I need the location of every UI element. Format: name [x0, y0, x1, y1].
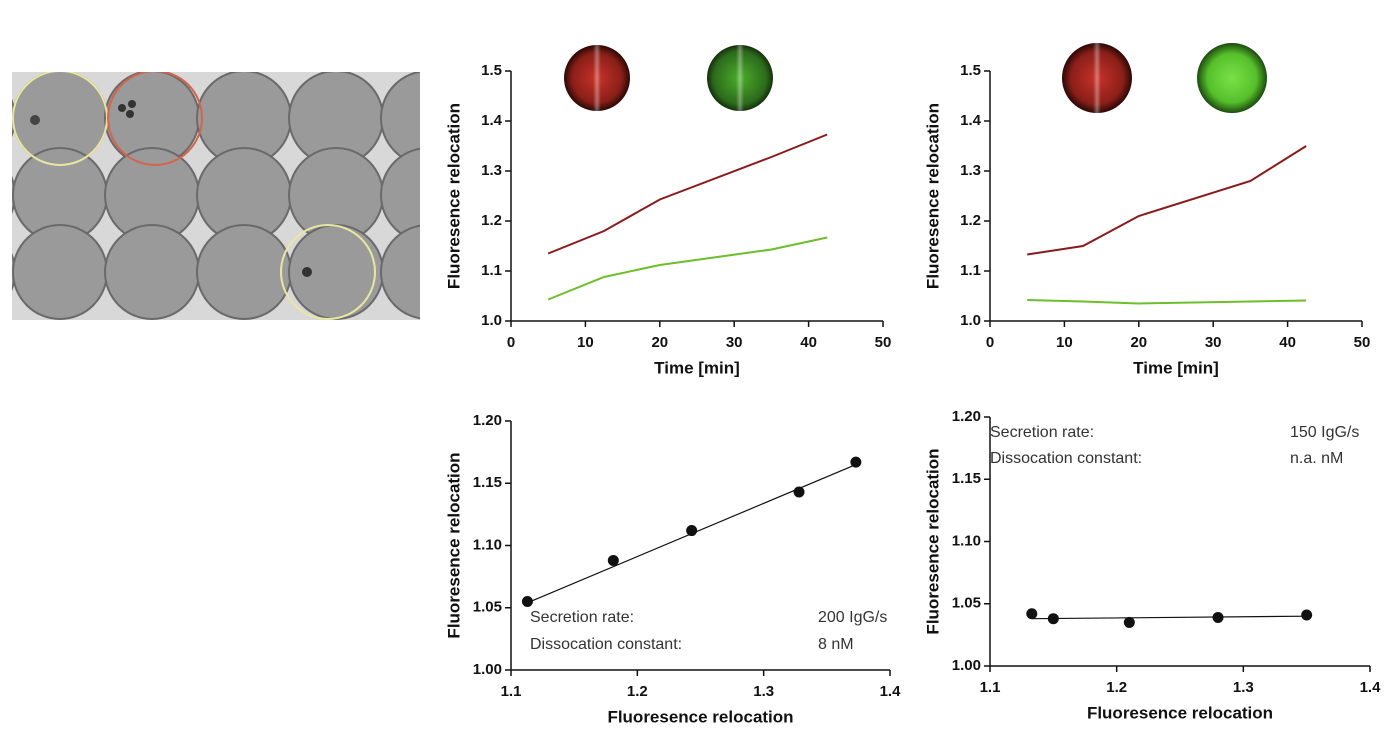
- x-axis-title: Fluoresence relocation: [607, 707, 793, 726]
- data-line: [547, 133, 828, 255]
- x-tick-label: 0: [986, 334, 994, 351]
- y-tick-label: 1.5: [960, 62, 981, 79]
- y-axis-title: Fluoresence relocation: [923, 103, 942, 289]
- x-tick-label: 1.3: [753, 683, 774, 700]
- y-tick-label: 1.3: [960, 162, 981, 179]
- x-tick-label: 10: [1056, 334, 1073, 351]
- y-tick-label: 1.00: [473, 661, 502, 678]
- x-tick-label: 1.1: [980, 679, 1001, 696]
- x-tick-label: 1.2: [627, 683, 648, 700]
- y-tick-label: 1.20: [952, 408, 981, 425]
- data-point: [1301, 609, 1313, 621]
- data-point: [607, 554, 619, 566]
- data-point: [1026, 608, 1038, 620]
- data-line: [547, 236, 828, 301]
- x-tick-label: 20: [651, 334, 668, 351]
- y-tick-label: 1.0: [481, 312, 502, 329]
- x-tick-label: 30: [1205, 334, 1222, 351]
- y-tick-label: 1.2: [481, 212, 502, 229]
- data-point: [521, 596, 533, 608]
- annotation-label: Dissocation constant:: [990, 450, 1142, 467]
- y-tick-label: 1.10: [473, 536, 502, 553]
- data-point: [1047, 613, 1059, 625]
- y-tick-label: 1.3: [481, 162, 502, 179]
- y-tick-label: 1.15: [952, 470, 981, 487]
- y-tick-label: 1.05: [952, 595, 981, 612]
- data-point: [850, 456, 862, 468]
- fluorescence-images: [564, 43, 1267, 113]
- annotation-value: n.a. nM: [1290, 450, 1343, 467]
- x-tick-label: 1.4: [1360, 679, 1382, 696]
- y-tick-label: 1.00: [952, 657, 981, 674]
- x-tick-label: 40: [800, 334, 817, 351]
- x-tick-label: 40: [1279, 334, 1296, 351]
- y-tick-label: 1.20: [473, 412, 502, 429]
- annotation-label: Secretion rate:: [990, 424, 1094, 441]
- y-tick-label: 1.10: [952, 532, 981, 549]
- x-tick-label: 1.1: [501, 683, 522, 700]
- annotation-label: Dissocation constant:: [530, 636, 682, 653]
- data-line: [1027, 145, 1307, 256]
- y-tick-label: 1.05: [473, 599, 502, 616]
- x-axis-title: Time [min]: [654, 358, 740, 377]
- x-tick-label: 1.4: [880, 683, 902, 700]
- data-point: [793, 486, 805, 498]
- y-tick-label: 1.1: [481, 262, 502, 279]
- y-axis-title: Fluoresence relocation: [444, 452, 463, 638]
- x-tick-label: 30: [726, 334, 743, 351]
- x-tick-label: 1.3: [1233, 679, 1254, 696]
- x-tick-label: 50: [1354, 334, 1371, 351]
- annotation-value: 200 IgG/s: [818, 609, 887, 626]
- x-axis-title: Fluoresence relocation: [1087, 703, 1273, 722]
- y-tick-label: 1.0: [960, 312, 981, 329]
- data-line: [1027, 299, 1307, 305]
- data-point: [686, 525, 698, 537]
- y-tick-label: 1.4: [481, 112, 503, 129]
- annotation-value: 8 nM: [818, 636, 854, 653]
- x-axis-title: Time [min]: [1133, 358, 1219, 377]
- x-tick-label: 50: [875, 334, 892, 351]
- y-tick-label: 1.5: [481, 62, 502, 79]
- x-tick-label: 10: [577, 334, 594, 351]
- x-tick-label: 20: [1130, 334, 1147, 351]
- microscopy-image: [12, 72, 420, 320]
- y-tick-label: 1.1: [960, 262, 981, 279]
- y-tick-label: 1.15: [473, 474, 502, 491]
- x-tick-label: 0: [507, 334, 515, 351]
- annotation-value: 150 IgG/s: [1290, 424, 1359, 441]
- y-axis-title: Fluoresence relocation: [444, 103, 463, 289]
- data-point: [1212, 611, 1224, 623]
- data-point: [1123, 616, 1135, 628]
- y-tick-label: 1.4: [960, 112, 982, 129]
- fit-line: [1031, 615, 1307, 620]
- x-tick-label: 1.2: [1106, 679, 1127, 696]
- annotation-label: Secretion rate:: [530, 609, 634, 626]
- y-axis-title: Fluoresence relocation: [923, 448, 942, 634]
- y-tick-label: 1.2: [960, 212, 981, 229]
